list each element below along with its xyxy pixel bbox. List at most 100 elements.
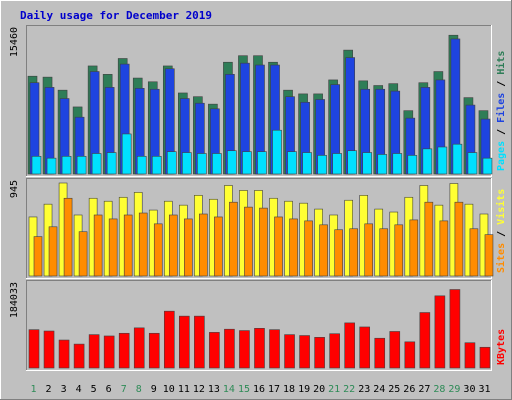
bar-sites-day-28 [439,220,449,277]
bar-sites-day-15 [244,206,253,277]
day-label-14: 14 [223,384,235,395]
bar-sites-day-17 [274,216,283,277]
bar-pages-day-6 [106,152,117,175]
bar-kbytes-day-1 [28,329,40,369]
axis-label-separator: / [496,123,507,141]
day-label-17: 17 [268,384,280,395]
bar-pages-day-25 [392,153,403,175]
day-label-24: 24 [373,384,385,395]
bar-pages-day-8 [136,156,147,175]
day-label-1: 1 [31,384,37,395]
bar-kbytes-day-3 [58,339,70,369]
bar-sites-day-3 [63,197,73,277]
bar-pages-day-30 [467,152,478,175]
panel-hits: 15460 Pages / Files / Hits [9,25,507,177]
bar-sites-day-19 [304,220,313,277]
bar-pages-day-11 [182,152,192,175]
bar-sites-day-1 [33,236,43,277]
day-label-18: 18 [283,384,295,395]
day-label-30: 30 [463,384,475,395]
bar-kbytes-day-13 [209,332,220,369]
bar-pages-day-29 [452,143,463,175]
panel-kbytes-max-label: 184033 [9,282,20,318]
day-label-12: 12 [193,384,205,395]
chart-title: Daily usage for December 2019 [20,9,212,22]
bar-pages-day-21 [332,153,342,175]
bar-kbytes-day-9 [148,332,160,369]
day-label-9: 9 [151,384,157,395]
bar-pages-day-16 [257,151,267,175]
bar-pages-day-28 [437,146,448,175]
bar-sites-day-4 [78,231,88,277]
bar-kbytes-day-12 [194,315,205,369]
bar-sites-day-20 [319,224,328,277]
bar-pages-day-26 [407,155,418,175]
bar-kbytes-day-26 [404,341,416,369]
axis-label-pages: Pages [496,141,507,171]
bar-pages-day-15 [242,151,252,175]
bar-pages-day-19 [302,152,312,175]
bar-pages-day-9 [151,156,162,175]
bar-kbytes-day-14 [224,328,235,369]
bar-sites-day-21 [334,229,343,277]
bar-pages-day-3 [61,156,72,175]
day-label-8: 8 [136,384,142,395]
bar-pages-day-20 [317,155,327,175]
bar-kbytes-day-29 [449,289,461,369]
bar-kbytes-day-4 [73,343,85,369]
bar-pages-day-5 [91,153,102,175]
day-label-11: 11 [178,384,190,395]
day-label-7: 7 [121,384,127,395]
bar-sites-day-2 [48,226,58,277]
axis-label-separator: / [496,75,507,93]
bar-sites-day-6 [108,218,118,277]
day-label-10: 10 [163,384,175,395]
bar-sites-day-7 [123,214,133,277]
day-label-4: 4 [76,384,82,395]
day-label-29: 29 [448,384,460,395]
bar-sites-day-24 [379,228,389,277]
day-label-6: 6 [106,384,112,395]
day-label-20: 20 [313,384,325,395]
day-label-28: 28 [433,384,445,395]
bar-sites-day-9 [153,223,163,277]
bar-pages-day-31 [482,157,493,175]
bar-pages-day-27 [422,148,433,175]
bar-sites-day-22 [349,228,358,277]
bar-pages-day-13 [212,153,222,175]
day-label-2: 2 [46,384,52,395]
panel-hits-max-label: 15460 [9,27,20,57]
bar-kbytes-day-11 [179,315,190,369]
bar-sites-day-11 [184,218,193,277]
bar-pages-day-24 [377,154,388,175]
bar-sites-day-14 [229,201,238,277]
bar-pages-day-14 [227,150,237,175]
panel-visits-max-label: 945 [9,180,20,198]
bar-kbytes-day-30 [464,342,476,369]
bar-kbytes-day-31 [479,346,491,369]
bar-sites-day-29 [454,201,464,277]
bar-kbytes-day-25 [389,331,401,369]
bar-sites-day-31 [484,234,494,277]
bar-kbytes-day-23 [359,326,371,369]
bar-pages-day-17 [272,129,282,175]
day-label-27: 27 [418,384,430,395]
bar-pages-day-18 [287,151,297,175]
day-label-3: 3 [61,384,67,395]
day-label-15: 15 [238,384,250,395]
bar-pages-day-2 [46,157,57,175]
bar-kbytes-day-24 [374,337,386,369]
bar-sites-day-5 [93,214,103,277]
day-label-23: 23 [358,384,370,395]
bar-kbytes-day-28 [434,295,446,369]
bar-pages-day-1 [31,156,42,175]
bar-pages-day-10 [166,151,177,175]
panel-hits-axis-label: Pages / Files / Hits [495,51,507,171]
axis-label-visits: Visits [495,189,507,225]
bar-kbytes-day-18 [284,334,295,369]
bar-kbytes-day-5 [88,334,100,369]
day-label-25: 25 [388,384,400,395]
bar-pages-day-12 [197,153,207,175]
